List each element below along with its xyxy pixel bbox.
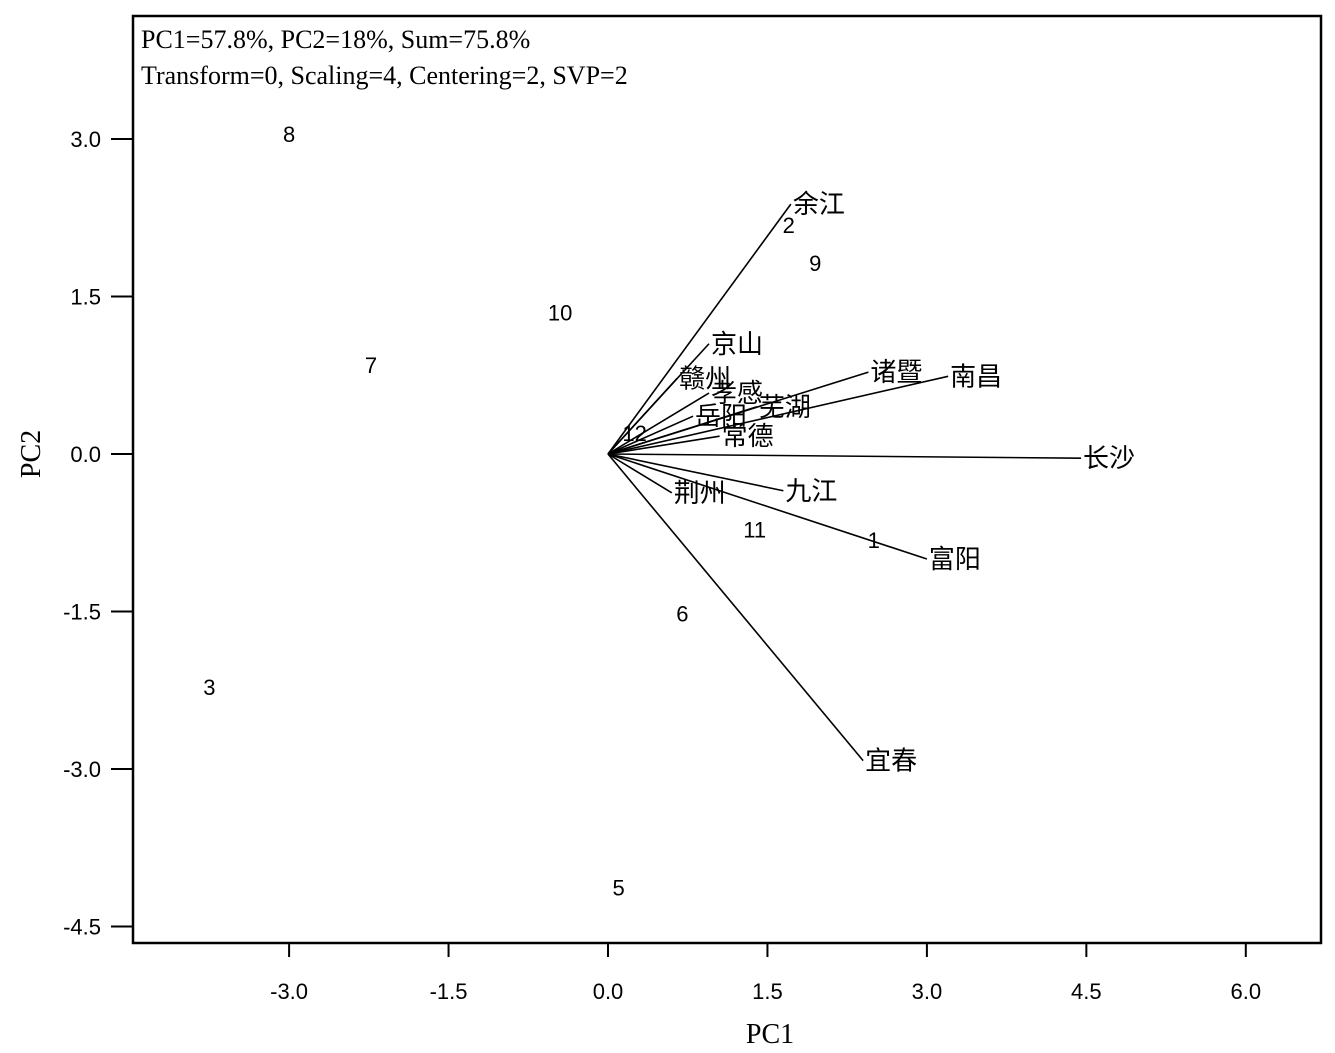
x-axis-ticks: -3.0 -1.5 0.0 1.5 3.0 4.5 6.0	[270, 943, 1261, 1004]
x-tick-label: -1.5	[430, 979, 468, 1004]
score-point-label: 10	[548, 300, 572, 325]
y-tick-label: -1.5	[63, 600, 101, 625]
loading-vector-line	[607, 377, 678, 455]
loading-vector-label: 赣州	[679, 364, 731, 394]
score-point-label: 3	[203, 675, 215, 700]
score-point-label: 2	[783, 213, 795, 238]
y-tick-label: 1.5	[70, 285, 101, 310]
loading-vector-label: 岳阳	[695, 402, 747, 432]
loading-vector-line	[607, 453, 784, 492]
y-tick-label: -3.0	[63, 757, 101, 782]
summary-line-1: PC1=57.8%, PC2=18%, Sum=75.8%	[141, 25, 530, 54]
score-point-label: 8	[283, 122, 295, 147]
loading-vector-label: 诸暨	[870, 358, 922, 388]
x-tick-label: 4.5	[1071, 979, 1102, 1004]
x-tick-label: -3.0	[270, 979, 308, 1004]
score-point-label: 5	[613, 876, 625, 901]
loading-vector-line	[607, 435, 720, 455]
x-tick-label: 0.0	[593, 979, 624, 1004]
loading-vector-label: 常德	[722, 422, 774, 452]
x-axis-label: PC1	[746, 1019, 794, 1050]
y-tick-label: 3.0	[70, 127, 101, 152]
loading-vector-line	[607, 375, 949, 455]
loading-vector-line	[607, 453, 1082, 459]
loading-vector-line	[607, 415, 694, 455]
loading-vector-label: 南昌	[950, 362, 1002, 392]
loading-vector-line	[607, 453, 864, 762]
y-tick-label: 0.0	[70, 442, 101, 467]
x-tick-label: 1.5	[752, 979, 783, 1004]
loading-vector-label: 京山	[711, 330, 763, 360]
loading-vector-line	[607, 203, 792, 455]
score-point-label: 1	[868, 528, 880, 553]
score-point-label: 7	[365, 353, 377, 378]
score-point-label: 11	[743, 518, 766, 543]
plot-frame	[131, 14, 1323, 945]
loading-vector-line	[607, 453, 928, 560]
loading-vector-label: 余江	[793, 190, 845, 220]
loading-vector-label: 富阳	[929, 545, 981, 575]
summary-line-2: Transform=0, Scaling=4, Centering=2, SVP…	[141, 61, 628, 90]
score-point-label: 6	[676, 602, 688, 627]
loading-vector-line	[607, 371, 869, 455]
x-tick-label: 6.0	[1231, 979, 1262, 1004]
score-point-label: 9	[809, 251, 821, 276]
loading-vector-line	[607, 453, 673, 494]
y-axis-ticks: 3.0 1.5 0.0 -1.5 -3.0 -4.5	[63, 127, 133, 940]
x-tick-label: 3.0	[912, 979, 943, 1004]
loading-vector-label: 长沙	[1083, 444, 1135, 474]
loading-vector-label: 孝感	[711, 379, 763, 409]
y-tick-label: -4.5	[63, 915, 101, 940]
loading-vector-line	[607, 392, 710, 455]
y-axis-label: PC2	[16, 430, 47, 478]
score-point-label: 12	[622, 421, 646, 446]
loading-vector-label: 九江	[785, 477, 837, 507]
loading-vector-label: 宜春	[865, 747, 917, 777]
loading-vector-label: 荆州	[674, 479, 726, 509]
